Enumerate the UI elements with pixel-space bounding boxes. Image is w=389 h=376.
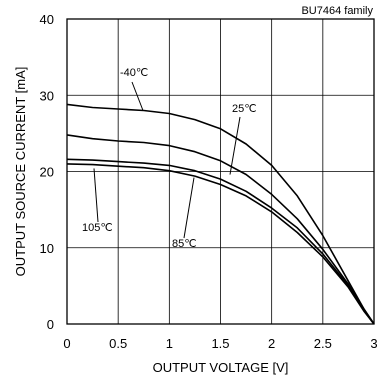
x-tick-label: 3 xyxy=(370,336,377,351)
plot-frame xyxy=(66,18,375,325)
annotation-leaders xyxy=(93,81,241,239)
annotation-minus40c: -40℃ xyxy=(120,67,148,79)
x-tick-label: 0.5 xyxy=(109,336,127,351)
y-tick-label: 30 xyxy=(40,88,54,103)
annotation-105c: 105℃ xyxy=(82,222,113,234)
x-tick-label: 2 xyxy=(268,336,275,351)
series-line-0 xyxy=(66,103,375,325)
annotation-85c: 85℃ xyxy=(172,238,197,250)
annotation-leader xyxy=(131,81,144,111)
annotation-25c: 25℃ xyxy=(232,103,257,115)
x-tick-label: 2.5 xyxy=(314,336,332,351)
annotation-leader xyxy=(229,116,241,175)
annotation-leader xyxy=(183,177,195,239)
x-tick-labels: 0 0.5 1 1.5 2 2.5 3 xyxy=(63,336,377,351)
annotation-leader xyxy=(93,168,99,223)
y-tick-label: 20 xyxy=(40,165,54,180)
y-tick-label: 10 xyxy=(40,241,54,256)
grid xyxy=(67,19,374,324)
series-line-3 xyxy=(66,163,375,325)
y-tick-label: 0 xyxy=(47,317,54,332)
x-tick-label: 1 xyxy=(166,336,173,351)
series-line-1 xyxy=(66,134,375,325)
series-lines xyxy=(66,103,375,325)
series-line-2 xyxy=(66,158,375,325)
y-tick-label: 40 xyxy=(40,12,54,27)
y-tick-labels: 0 10 20 30 40 xyxy=(40,12,54,332)
family-label: BU7464 family xyxy=(301,5,373,17)
x-axis-label: OUTPUT VOLTAGE [V] xyxy=(153,360,289,375)
y-axis-label: OUTPUT SOURCE CURRENT [mA] xyxy=(13,67,28,277)
x-tick-label: 1.5 xyxy=(211,336,229,351)
x-tick-label: 0 xyxy=(63,336,70,351)
